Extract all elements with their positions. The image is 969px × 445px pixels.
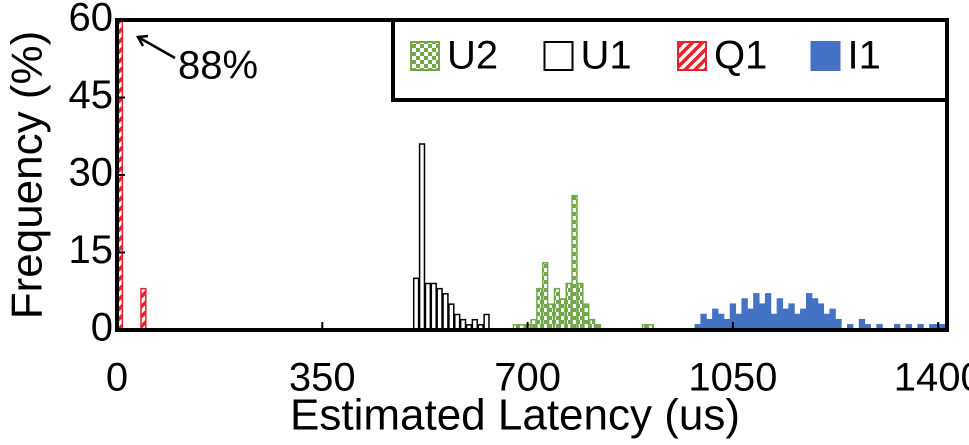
bar xyxy=(893,324,901,330)
bar xyxy=(412,277,420,330)
bar xyxy=(518,324,525,330)
bar xyxy=(817,303,825,330)
y-tick-label: 15 xyxy=(69,228,114,272)
bar xyxy=(788,303,795,330)
y-tick-label: 0 xyxy=(91,306,113,350)
bar xyxy=(811,298,819,330)
bar xyxy=(547,303,555,330)
x-tick-label: 1050 xyxy=(688,356,777,400)
bar xyxy=(782,308,789,330)
x-tick-label: 700 xyxy=(494,356,561,400)
annotation-arrow xyxy=(137,35,176,60)
bar xyxy=(794,313,801,330)
bar xyxy=(805,293,813,330)
legend-label: U1 xyxy=(581,34,632,78)
legend-label: U2 xyxy=(447,34,498,78)
bar xyxy=(876,324,883,330)
legend-swatch xyxy=(810,41,841,71)
legend-label: I1 xyxy=(848,34,881,78)
bar xyxy=(512,324,520,330)
bar xyxy=(929,324,936,330)
bar xyxy=(864,324,871,330)
bars xyxy=(117,20,947,330)
annotation: 88% xyxy=(178,44,258,88)
bar xyxy=(829,308,836,330)
y-tick-label: 30 xyxy=(69,151,114,195)
bar xyxy=(700,313,707,330)
bar xyxy=(823,313,830,330)
bar xyxy=(448,303,455,330)
bar xyxy=(536,287,543,330)
bar xyxy=(764,293,772,330)
bar xyxy=(565,282,572,330)
bar xyxy=(454,313,461,330)
bar xyxy=(694,324,701,330)
bar xyxy=(917,324,924,330)
bar xyxy=(465,324,473,330)
bar xyxy=(583,303,590,330)
x-axis-label: Estimated Latency (us) xyxy=(290,391,740,440)
x-tick-label: 0 xyxy=(106,356,128,400)
bar xyxy=(424,282,432,330)
bar xyxy=(647,324,654,330)
bar xyxy=(542,262,549,330)
bar xyxy=(140,287,147,330)
bar xyxy=(553,287,561,330)
legend-box xyxy=(391,18,949,102)
bar xyxy=(717,313,725,330)
bar xyxy=(741,298,748,330)
bar xyxy=(770,313,778,330)
bar xyxy=(477,324,484,330)
bar xyxy=(753,293,760,330)
bar xyxy=(483,313,490,330)
bar xyxy=(735,313,742,330)
bar xyxy=(418,143,426,330)
bar xyxy=(559,298,566,330)
annotation-arrowhead xyxy=(135,34,149,47)
bar xyxy=(442,293,449,330)
bar xyxy=(759,303,766,330)
bar xyxy=(571,194,578,330)
legend-swatch xyxy=(677,41,707,71)
bar xyxy=(905,324,913,330)
bar xyxy=(847,324,854,330)
bar xyxy=(594,324,602,330)
bar xyxy=(712,308,719,330)
bar xyxy=(776,298,784,330)
y-tick-label: 45 xyxy=(69,73,114,117)
bar xyxy=(747,308,754,330)
x-tick-label: 350 xyxy=(289,356,356,400)
bar xyxy=(641,324,649,330)
bar xyxy=(430,282,437,330)
legend-swatch xyxy=(410,41,440,71)
bar xyxy=(436,287,443,330)
bar xyxy=(577,282,584,330)
y-tick-label: 60 xyxy=(69,0,114,40)
legend-swatch xyxy=(543,41,574,71)
x-tick-label: 1400 xyxy=(894,356,969,400)
legend-label: Q1 xyxy=(714,34,767,78)
bar xyxy=(800,308,807,330)
y-axis-label: Frequency (%) xyxy=(3,31,52,320)
